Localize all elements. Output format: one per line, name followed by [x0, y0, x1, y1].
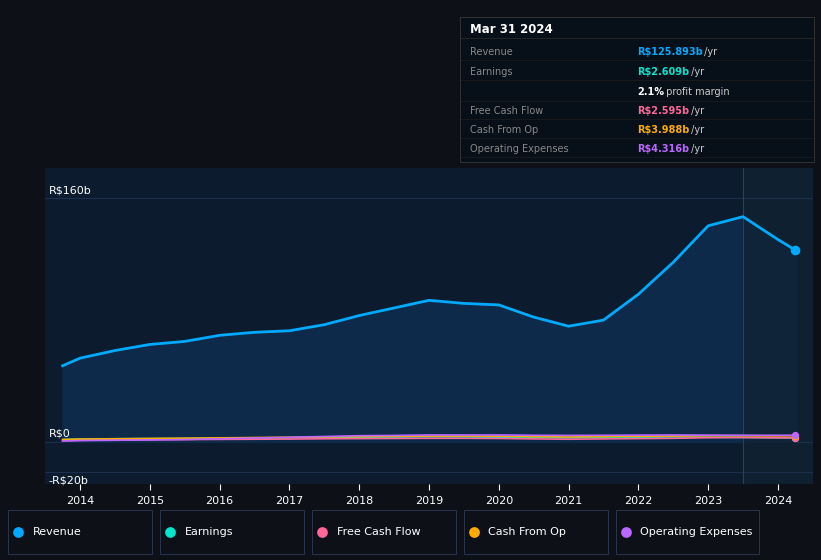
Text: Earnings: Earnings — [470, 67, 513, 77]
Text: /yr: /yr — [688, 106, 704, 116]
Point — [315, 528, 328, 536]
Point — [789, 246, 802, 255]
Text: Free Cash Flow: Free Cash Flow — [337, 527, 420, 537]
Text: Revenue: Revenue — [33, 527, 81, 537]
Bar — [743, 168, 813, 484]
Text: Earnings: Earnings — [185, 527, 233, 537]
Text: Operating Expenses: Operating Expenses — [640, 527, 753, 537]
Text: 2.1%: 2.1% — [637, 87, 664, 97]
Text: R$3.988b: R$3.988b — [637, 125, 690, 136]
Text: Mar 31 2024: Mar 31 2024 — [470, 22, 553, 36]
Point — [789, 433, 802, 442]
Point — [789, 433, 802, 442]
Point — [789, 431, 802, 440]
Point — [619, 528, 632, 536]
Text: R$2.595b: R$2.595b — [637, 106, 689, 116]
Text: /yr: /yr — [688, 125, 704, 136]
Point — [163, 528, 177, 536]
Text: Cash From Op: Cash From Op — [488, 527, 566, 537]
Text: -R$20b: -R$20b — [48, 475, 89, 486]
Point — [467, 528, 480, 536]
Text: R$0: R$0 — [48, 429, 71, 439]
Text: Operating Expenses: Operating Expenses — [470, 144, 569, 154]
Text: /yr: /yr — [688, 144, 704, 154]
Text: Revenue: Revenue — [470, 46, 513, 57]
Text: R$125.893b: R$125.893b — [637, 46, 703, 57]
Text: /yr: /yr — [701, 46, 717, 57]
Point — [789, 431, 802, 440]
Text: R$2.609b: R$2.609b — [637, 67, 689, 77]
Text: Cash From Op: Cash From Op — [470, 125, 539, 136]
Text: /yr: /yr — [688, 67, 704, 77]
Text: R$160b: R$160b — [48, 185, 91, 195]
Text: R$4.316b: R$4.316b — [637, 144, 689, 154]
Text: Free Cash Flow: Free Cash Flow — [470, 106, 544, 116]
Point — [11, 528, 25, 536]
Text: profit margin: profit margin — [663, 87, 729, 97]
